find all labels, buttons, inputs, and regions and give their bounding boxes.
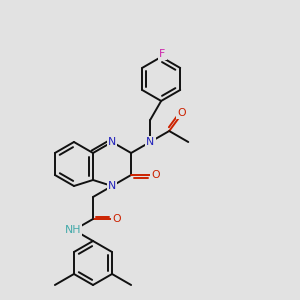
Text: O: O	[177, 107, 186, 118]
Text: F: F	[159, 49, 165, 59]
Text: N: N	[146, 137, 154, 147]
Text: N: N	[108, 181, 116, 191]
Text: NH: NH	[65, 225, 81, 235]
Text: N: N	[146, 137, 154, 147]
Text: N: N	[108, 137, 116, 147]
Text: N: N	[108, 137, 116, 147]
Text: N: N	[108, 181, 116, 191]
Text: O: O	[112, 214, 121, 224]
Text: O: O	[152, 170, 160, 180]
